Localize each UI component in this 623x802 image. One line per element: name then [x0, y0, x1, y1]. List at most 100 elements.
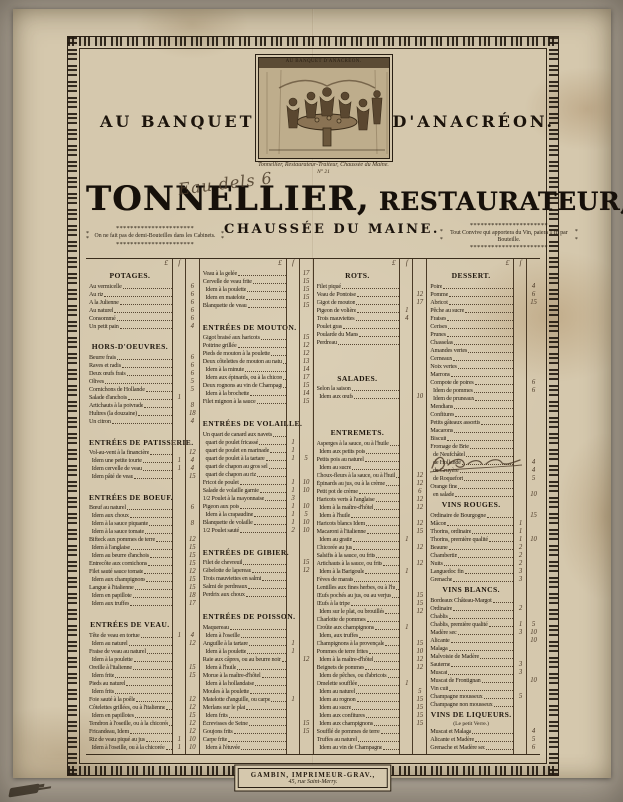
menu-item: Nuits 2 [430, 559, 540, 567]
menu-item-name: Huîtres (la douzaine) [89, 409, 138, 417]
menu-item-price-sous: 15 [189, 671, 196, 679]
dotted-leader [119, 303, 172, 305]
menu-item: Vin cuit [430, 684, 540, 692]
menu-item-name: Thorins, ordinaire [430, 527, 472, 535]
menu-section-title: SALADES. [337, 373, 378, 383]
menu-item: Idem aux œufs 10 [317, 393, 427, 401]
menu-item-name: Vin cuit [430, 684, 449, 692]
menu-item: Anguille à la tartare 1 [203, 639, 313, 647]
menu-item: Champagne non mousseux [430, 700, 540, 708]
menu-item-name: Épinards au jus, ou à la crème [316, 479, 385, 487]
menu-item-name: Truffes au naturel [316, 735, 357, 743]
menu-item-name: Morue à la maître-d'hôtel [202, 671, 261, 679]
menu-item-name: Cerises [430, 322, 448, 330]
menu-item-name: Idem à la Barigoule [316, 567, 365, 575]
menu-item-name: Filet piqué [316, 282, 341, 290]
menu-item: Bordeaux Château-Margot [430, 596, 540, 604]
menu-item-name: Artichauts à la poivrade [89, 401, 144, 409]
menu-item: Fraises [430, 314, 540, 322]
dotted-leader [457, 367, 513, 369]
dotted-leader [126, 374, 172, 376]
menu-item-price-sous: 12 [416, 519, 424, 527]
menu-section-title: ENTRÉES DE BOEUF. [89, 492, 173, 502]
menu-item: Croûte aux champignons 1 [317, 623, 427, 631]
menu-item-name: Filet mignon à la sauce [202, 398, 256, 405]
menu-item-price-sous: 15 [302, 293, 310, 301]
menu-item: Un citron 4 [89, 417, 199, 425]
menu-item: Fèves de marais [317, 575, 427, 583]
menu-item: Idem au naturel 5 [317, 687, 427, 695]
dotted-leader [454, 431, 513, 433]
dotted-leader [273, 435, 286, 437]
menu-item-name: Salmi de perdreaux [202, 583, 248, 590]
menu-item-price-sous: 10 [530, 676, 537, 684]
menu-section: ENTRÉES DE POISSON. Maquereau [203, 610, 313, 751]
menu-section-title: ENTRÉES DE VEAU. [90, 620, 170, 629]
menu-section-title: POTAGES. [109, 271, 151, 280]
menu-item: Idem au beurre d'anchois 15 [89, 552, 199, 560]
dotted-leader [448, 649, 513, 651]
menu-item-name: Maquereau [202, 623, 229, 631]
menu-item-name: Idem frits [89, 687, 114, 695]
menu-item: Deux œufs frais 6 [89, 369, 199, 377]
menu-item-name: Haricots blancs Idem [316, 519, 366, 527]
menu-item-price-sous: 18 [189, 409, 196, 417]
menu-item: Pieds au naturel [89, 679, 199, 687]
menu-item: Sauterne 3 [430, 660, 540, 668]
menu-item: Thorins, première qualité 1 10 [430, 535, 540, 543]
menu-item-name: Languedoc fin [430, 567, 464, 575]
dotted-leader [270, 355, 286, 356]
dotted-leader [447, 524, 513, 526]
menu-item: Œufs à la tripe 15 [317, 599, 427, 607]
menu-item: Un quart de canard aux navets [203, 430, 313, 438]
menu-item-name: Thorins, première qualité [430, 535, 488, 543]
menu-item-name: de Roquefort [430, 474, 464, 482]
dotted-leader [247, 652, 286, 654]
menu-item: Alicante 10 [430, 636, 540, 644]
menu-item-name: Foie sauté à la poêle [89, 695, 136, 703]
price-column-header-sous: ſ [291, 259, 295, 267]
price-column-header-sous: ſ [405, 259, 408, 267]
menu-item-price-sous: 12 [189, 695, 196, 703]
menu-item-name: Bordeaux Château-Margot [430, 596, 492, 604]
menu-item-name: Matelotte d'anguille, ou carpe [202, 695, 271, 703]
menu-item-price-sous: 6 [190, 282, 194, 290]
menu-item: Asperges à la sauce, ou à l'huile [317, 439, 427, 447]
dotted-leader [240, 531, 286, 533]
menu-item-name: Deux rognons au vin de Champagne [202, 382, 282, 389]
menu-item-price-sous: 18 [189, 592, 196, 600]
menu-item-name: Idem à l'oseille, ou à la chicorée [89, 743, 165, 751]
menu-item-name: Poitrine grillée [202, 342, 237, 349]
menu-item-name: Petits pois au naturel [316, 455, 364, 463]
dotted-leader [481, 423, 513, 425]
menu-item: quart de poulet à la tartare 1 5 [203, 454, 313, 462]
menu-item-price-sous: 5 [531, 620, 536, 628]
dotted-leader [488, 625, 513, 627]
menu-item-price-livres: 1 [291, 438, 295, 446]
menu-item: Idem en papillote 18 [89, 592, 199, 600]
dotted-leader [238, 274, 286, 276]
dotted-leader [254, 515, 286, 517]
menu-item: Artichauts à la poivrade 8 [89, 401, 199, 409]
menu-item-price-livres: 3 [518, 628, 523, 636]
menu-item: Truffes au naturel [317, 735, 427, 743]
menu-item-price-sous: 6 [531, 290, 536, 298]
dotted-leader [337, 343, 400, 345]
menu-item-name: Chambertin [430, 551, 458, 559]
menu-item: Salmi de perdreaux [203, 583, 313, 591]
poster-sheet: AU BANQUET AU BANQUET D'ANACRÉON. [13, 9, 623, 788]
menu-item-name: Madère sec [430, 628, 457, 636]
menu-item-price-sous: 12 [302, 655, 310, 663]
menu-item-price-livres: 1 [177, 393, 181, 401]
menu-item: quart de chapon au riz [203, 470, 313, 478]
dotted-leader [146, 581, 172, 583]
ornamental-frame: AU BANQUET AU BANQUET D'ANACRÉON. [68, 37, 623, 788]
menu-item-name: Idem aux champignons [316, 719, 373, 727]
menu-item: Ordinaire de Bourgogne 15 [430, 511, 540, 519]
dotted-leader [358, 492, 400, 494]
menu-item-name: Riz de veau piqué au jus [89, 735, 145, 743]
dotted-leader [465, 311, 513, 313]
menu-item-name: Idem aux petits pois [316, 447, 366, 455]
menu-item: Idem de pêches, ou d'abricots [317, 671, 427, 679]
menu-item-price-sous: 12 [416, 471, 424, 479]
